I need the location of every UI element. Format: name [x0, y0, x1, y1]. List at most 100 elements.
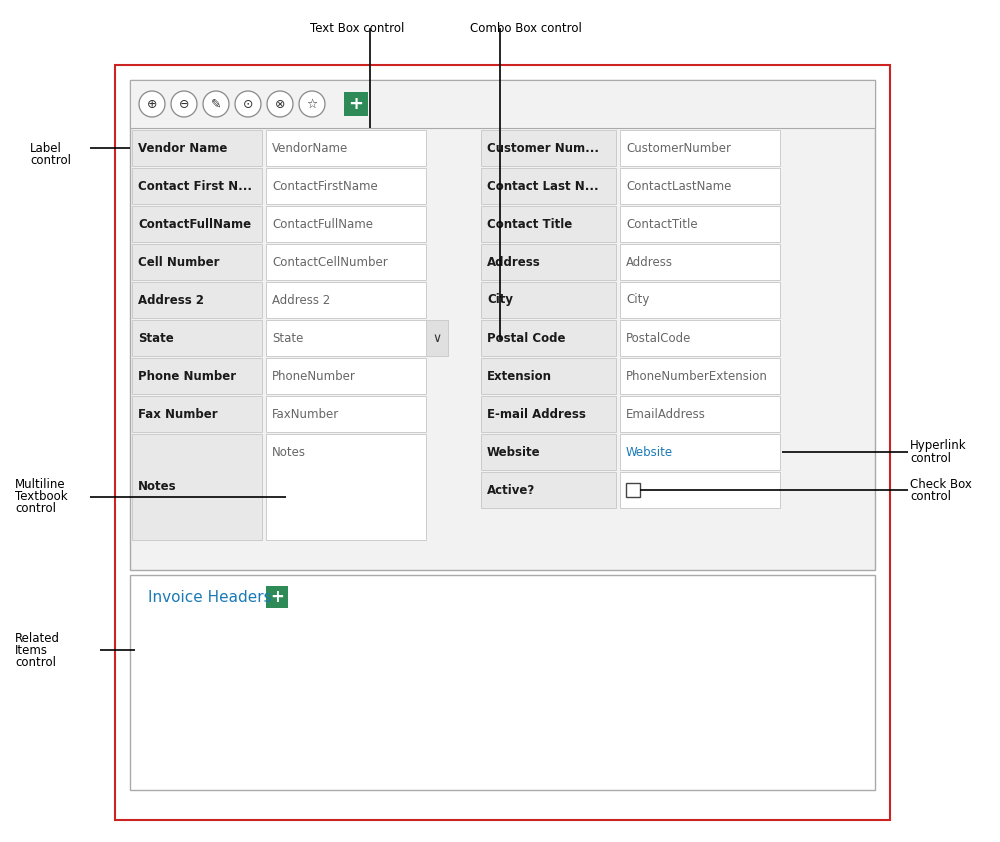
Text: State: State [272, 332, 303, 344]
Text: Vendor Name: Vendor Name [138, 141, 227, 154]
Bar [130, 80, 875, 128]
Text: Notes: Notes [272, 446, 306, 459]
Bar [115, 65, 890, 820]
Bar [344, 92, 368, 116]
Text: +: + [349, 95, 364, 113]
Text: City: City [626, 294, 649, 306]
Bar [130, 575, 875, 790]
Text: ⊗: ⊗ [275, 98, 285, 110]
Bar [481, 472, 616, 508]
Text: City: City [487, 294, 513, 306]
Text: State: State [138, 332, 174, 344]
Text: Active?: Active? [487, 483, 535, 497]
Text: ∨: ∨ [432, 332, 442, 344]
Text: VendorName: VendorName [272, 141, 348, 154]
Text: Notes: Notes [138, 481, 177, 493]
Text: Text Box control: Text Box control [310, 22, 404, 35]
Bar [132, 434, 262, 540]
Bar [620, 168, 780, 204]
Circle shape [139, 91, 165, 117]
Bar [130, 80, 875, 570]
Text: Address: Address [626, 255, 673, 269]
Text: Invoice Headers: Invoice Headers [148, 589, 272, 605]
Bar [266, 130, 426, 166]
Bar [132, 244, 262, 280]
Text: ⊙: ⊙ [243, 98, 253, 110]
Bar [481, 434, 616, 470]
Text: ContactFirstName: ContactFirstName [272, 179, 378, 193]
Bar [132, 396, 262, 432]
Text: control: control [910, 491, 951, 504]
Bar [481, 282, 616, 318]
Text: Address 2: Address 2 [138, 294, 204, 306]
Bar [132, 130, 262, 166]
Text: Contact First N...: Contact First N... [138, 179, 252, 193]
Text: Fax Number: Fax Number [138, 408, 218, 420]
Bar [620, 320, 780, 356]
Bar [426, 320, 448, 356]
Bar [620, 472, 780, 508]
Bar [620, 434, 780, 470]
Text: Website: Website [626, 445, 673, 459]
Bar [481, 168, 616, 204]
Text: PhoneNumberExtension: PhoneNumberExtension [626, 370, 768, 382]
Bar [266, 244, 426, 280]
Bar [132, 168, 262, 204]
Text: PostalCode: PostalCode [626, 332, 691, 344]
Text: CustomerNumber: CustomerNumber [626, 141, 731, 154]
Text: Website: Website [487, 445, 541, 459]
Text: ⊖: ⊖ [179, 98, 189, 110]
Bar [132, 320, 262, 356]
Bar [626, 483, 640, 497]
Circle shape [299, 91, 325, 117]
Bar [620, 282, 780, 318]
Circle shape [235, 91, 261, 117]
Text: Contact Last N...: Contact Last N... [487, 179, 599, 193]
Text: Check Box: Check Box [910, 477, 972, 491]
Bar [481, 206, 616, 242]
Text: Hyperlink: Hyperlink [910, 440, 967, 452]
Text: Combo Box control: Combo Box control [470, 22, 582, 35]
Bar [620, 358, 780, 394]
Text: ⊕: ⊕ [147, 98, 157, 110]
Text: Contact Title: Contact Title [487, 217, 572, 231]
Text: Phone Number: Phone Number [138, 370, 236, 382]
Text: PhoneNumber: PhoneNumber [272, 370, 356, 382]
Text: ContactLastName: ContactLastName [626, 179, 731, 193]
Text: control: control [30, 153, 71, 167]
Circle shape [203, 91, 229, 117]
Text: Related: Related [15, 632, 60, 644]
Text: FaxNumber: FaxNumber [272, 408, 339, 420]
Text: Extension: Extension [487, 370, 552, 382]
Text: Postal Code: Postal Code [487, 332, 566, 344]
Bar [620, 396, 780, 432]
Bar [266, 320, 448, 356]
Bar [266, 586, 288, 608]
Text: control: control [15, 503, 56, 515]
Text: Customer Num...: Customer Num... [487, 141, 599, 154]
Circle shape [171, 91, 197, 117]
Circle shape [267, 91, 293, 117]
Bar [620, 130, 780, 166]
Text: +: + [270, 588, 284, 606]
Text: Address: Address [487, 255, 541, 269]
Text: control: control [15, 656, 56, 669]
Bar [481, 358, 616, 394]
Text: Multiline: Multiline [15, 478, 66, 492]
Bar [266, 396, 426, 432]
Text: EmailAddress: EmailAddress [626, 408, 706, 420]
Text: ☆: ☆ [306, 98, 318, 110]
Text: Label: Label [30, 141, 62, 154]
Bar [132, 206, 262, 242]
Bar [620, 244, 780, 280]
Bar [481, 320, 616, 356]
Text: E-mail Address: E-mail Address [487, 408, 586, 420]
Bar [481, 244, 616, 280]
Text: Cell Number: Cell Number [138, 255, 220, 269]
Text: ContactFullName: ContactFullName [138, 217, 251, 231]
Bar [132, 358, 262, 394]
Bar [266, 168, 426, 204]
Bar [132, 282, 262, 318]
Text: control: control [910, 452, 951, 466]
Bar [266, 358, 426, 394]
